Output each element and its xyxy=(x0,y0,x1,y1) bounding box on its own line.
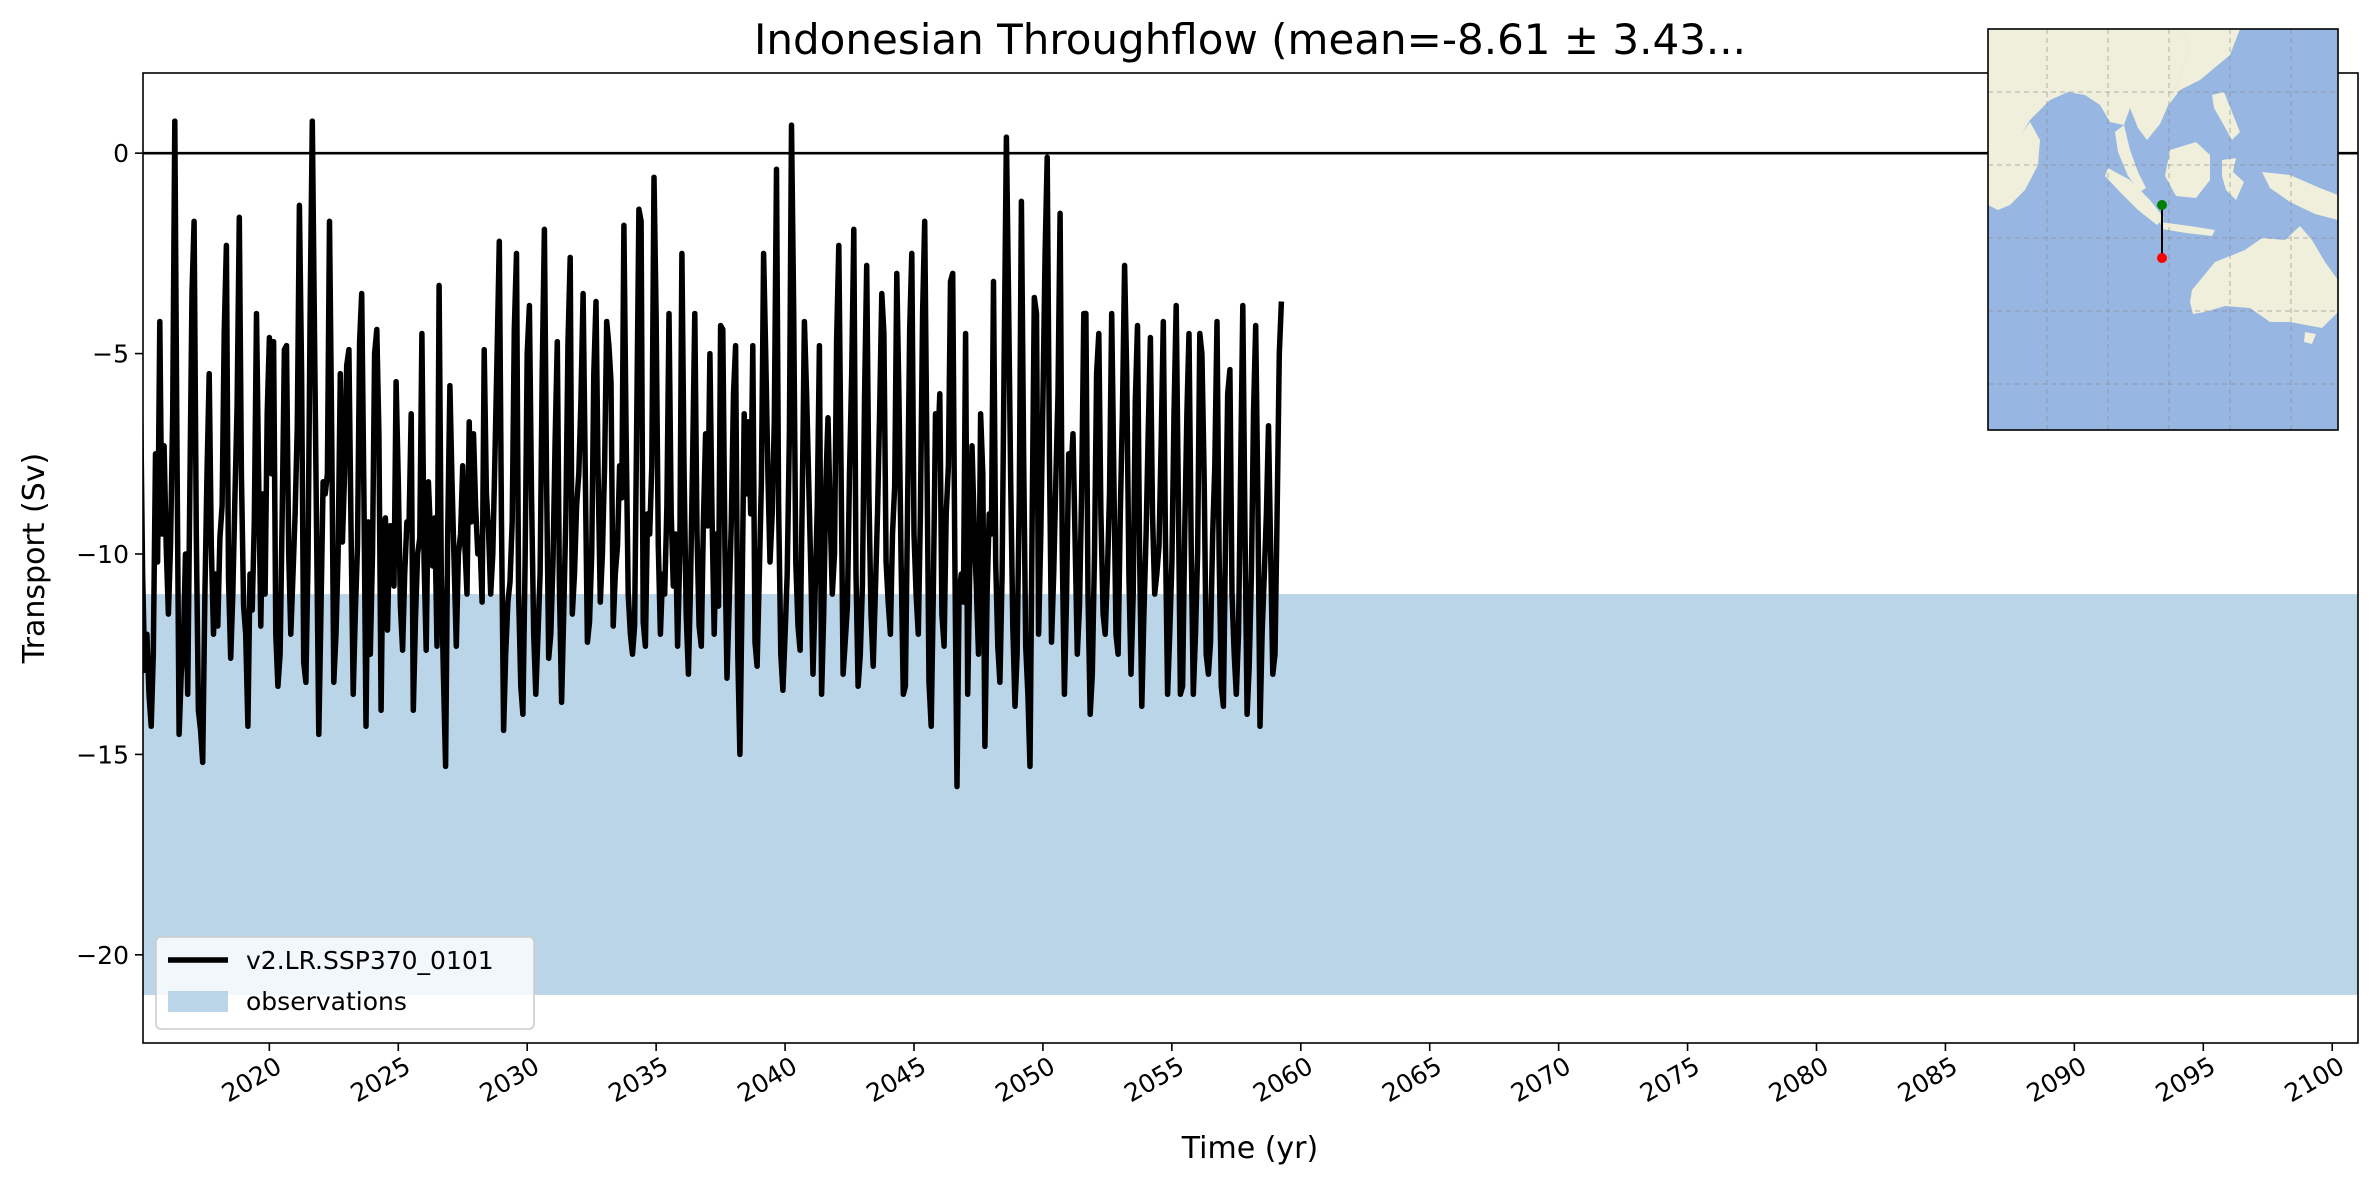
land-tasmania xyxy=(2304,332,2316,344)
land-asia xyxy=(1988,29,2190,175)
inset-map xyxy=(1987,28,2339,431)
section-end-point xyxy=(2157,253,2167,263)
x-tick-label: 2025 xyxy=(346,1051,416,1108)
land-china-se xyxy=(2160,29,2240,124)
land-sumatra xyxy=(2105,168,2164,225)
section-start-point xyxy=(2157,200,2167,210)
x-tick-label: 2045 xyxy=(861,1051,931,1108)
x-tick-label: 2065 xyxy=(1377,1051,1447,1108)
y-axis: 0 −5 −10 −15 −20 xyxy=(76,139,143,970)
y-tick-label: −10 xyxy=(76,540,129,569)
x-tick-label: 2060 xyxy=(1248,1051,1318,1108)
x-axis: 2020 2025 2030 2035 2040 2045 2050 2055 2060 2065… xyxy=(217,1043,2349,1108)
y-tick-label: −5 xyxy=(92,340,129,369)
x-tick-label: 2075 xyxy=(1635,1051,1705,1108)
land-sulawesi xyxy=(2222,158,2244,200)
land-malay-peninsula xyxy=(2115,125,2146,192)
land-new-guinea xyxy=(2262,172,2338,220)
x-tick-label: 2040 xyxy=(732,1051,802,1108)
plot-frame xyxy=(142,72,2359,1044)
x-tick-label: 2090 xyxy=(2022,1051,2092,1108)
y-axis-title: Transport (Sv) xyxy=(17,453,52,665)
legend-band-swatch xyxy=(168,991,228,1012)
x-tick-label: 2085 xyxy=(1893,1051,1963,1108)
x-tick-label: 2095 xyxy=(2151,1051,2221,1108)
y-tick-label: −20 xyxy=(76,941,129,970)
chart-title: Indonesian Throughflow (mean=-8.61 ± 3.4… xyxy=(754,15,1746,64)
x-tick-label: 2020 xyxy=(217,1051,287,1108)
legend-label-observations: observations xyxy=(246,987,407,1016)
inset-land xyxy=(1988,29,2338,344)
x-tick-label: 2050 xyxy=(990,1051,1060,1108)
x-tick-label: 2035 xyxy=(604,1051,674,1108)
x-axis-title: Time (yr) xyxy=(1181,1131,1318,1166)
x-tick-label: 2030 xyxy=(475,1051,545,1108)
y-tick-label: −15 xyxy=(76,740,129,769)
y-tick-label: 0 xyxy=(113,139,129,168)
legend-box xyxy=(155,936,535,1030)
legend: v2.LR.SSP370_0101 observations xyxy=(155,936,535,1030)
series-line xyxy=(143,118,1285,790)
x-tick-label: 2070 xyxy=(1506,1051,1576,1108)
legend-label-series: v2.LR.SSP370_0101 xyxy=(246,946,494,975)
x-tick-label: 2080 xyxy=(1764,1051,1834,1108)
land-borneo xyxy=(2165,142,2210,198)
x-tick-label: 2100 xyxy=(2280,1051,2350,1108)
land-java xyxy=(2160,222,2215,236)
inset-frame xyxy=(1987,28,2339,431)
land-india xyxy=(1988,122,2040,210)
x-tick-label: 2055 xyxy=(1119,1051,1189,1108)
land-australia xyxy=(2190,226,2338,328)
land-philippines xyxy=(2212,92,2240,140)
inset-grid xyxy=(1988,29,2338,430)
